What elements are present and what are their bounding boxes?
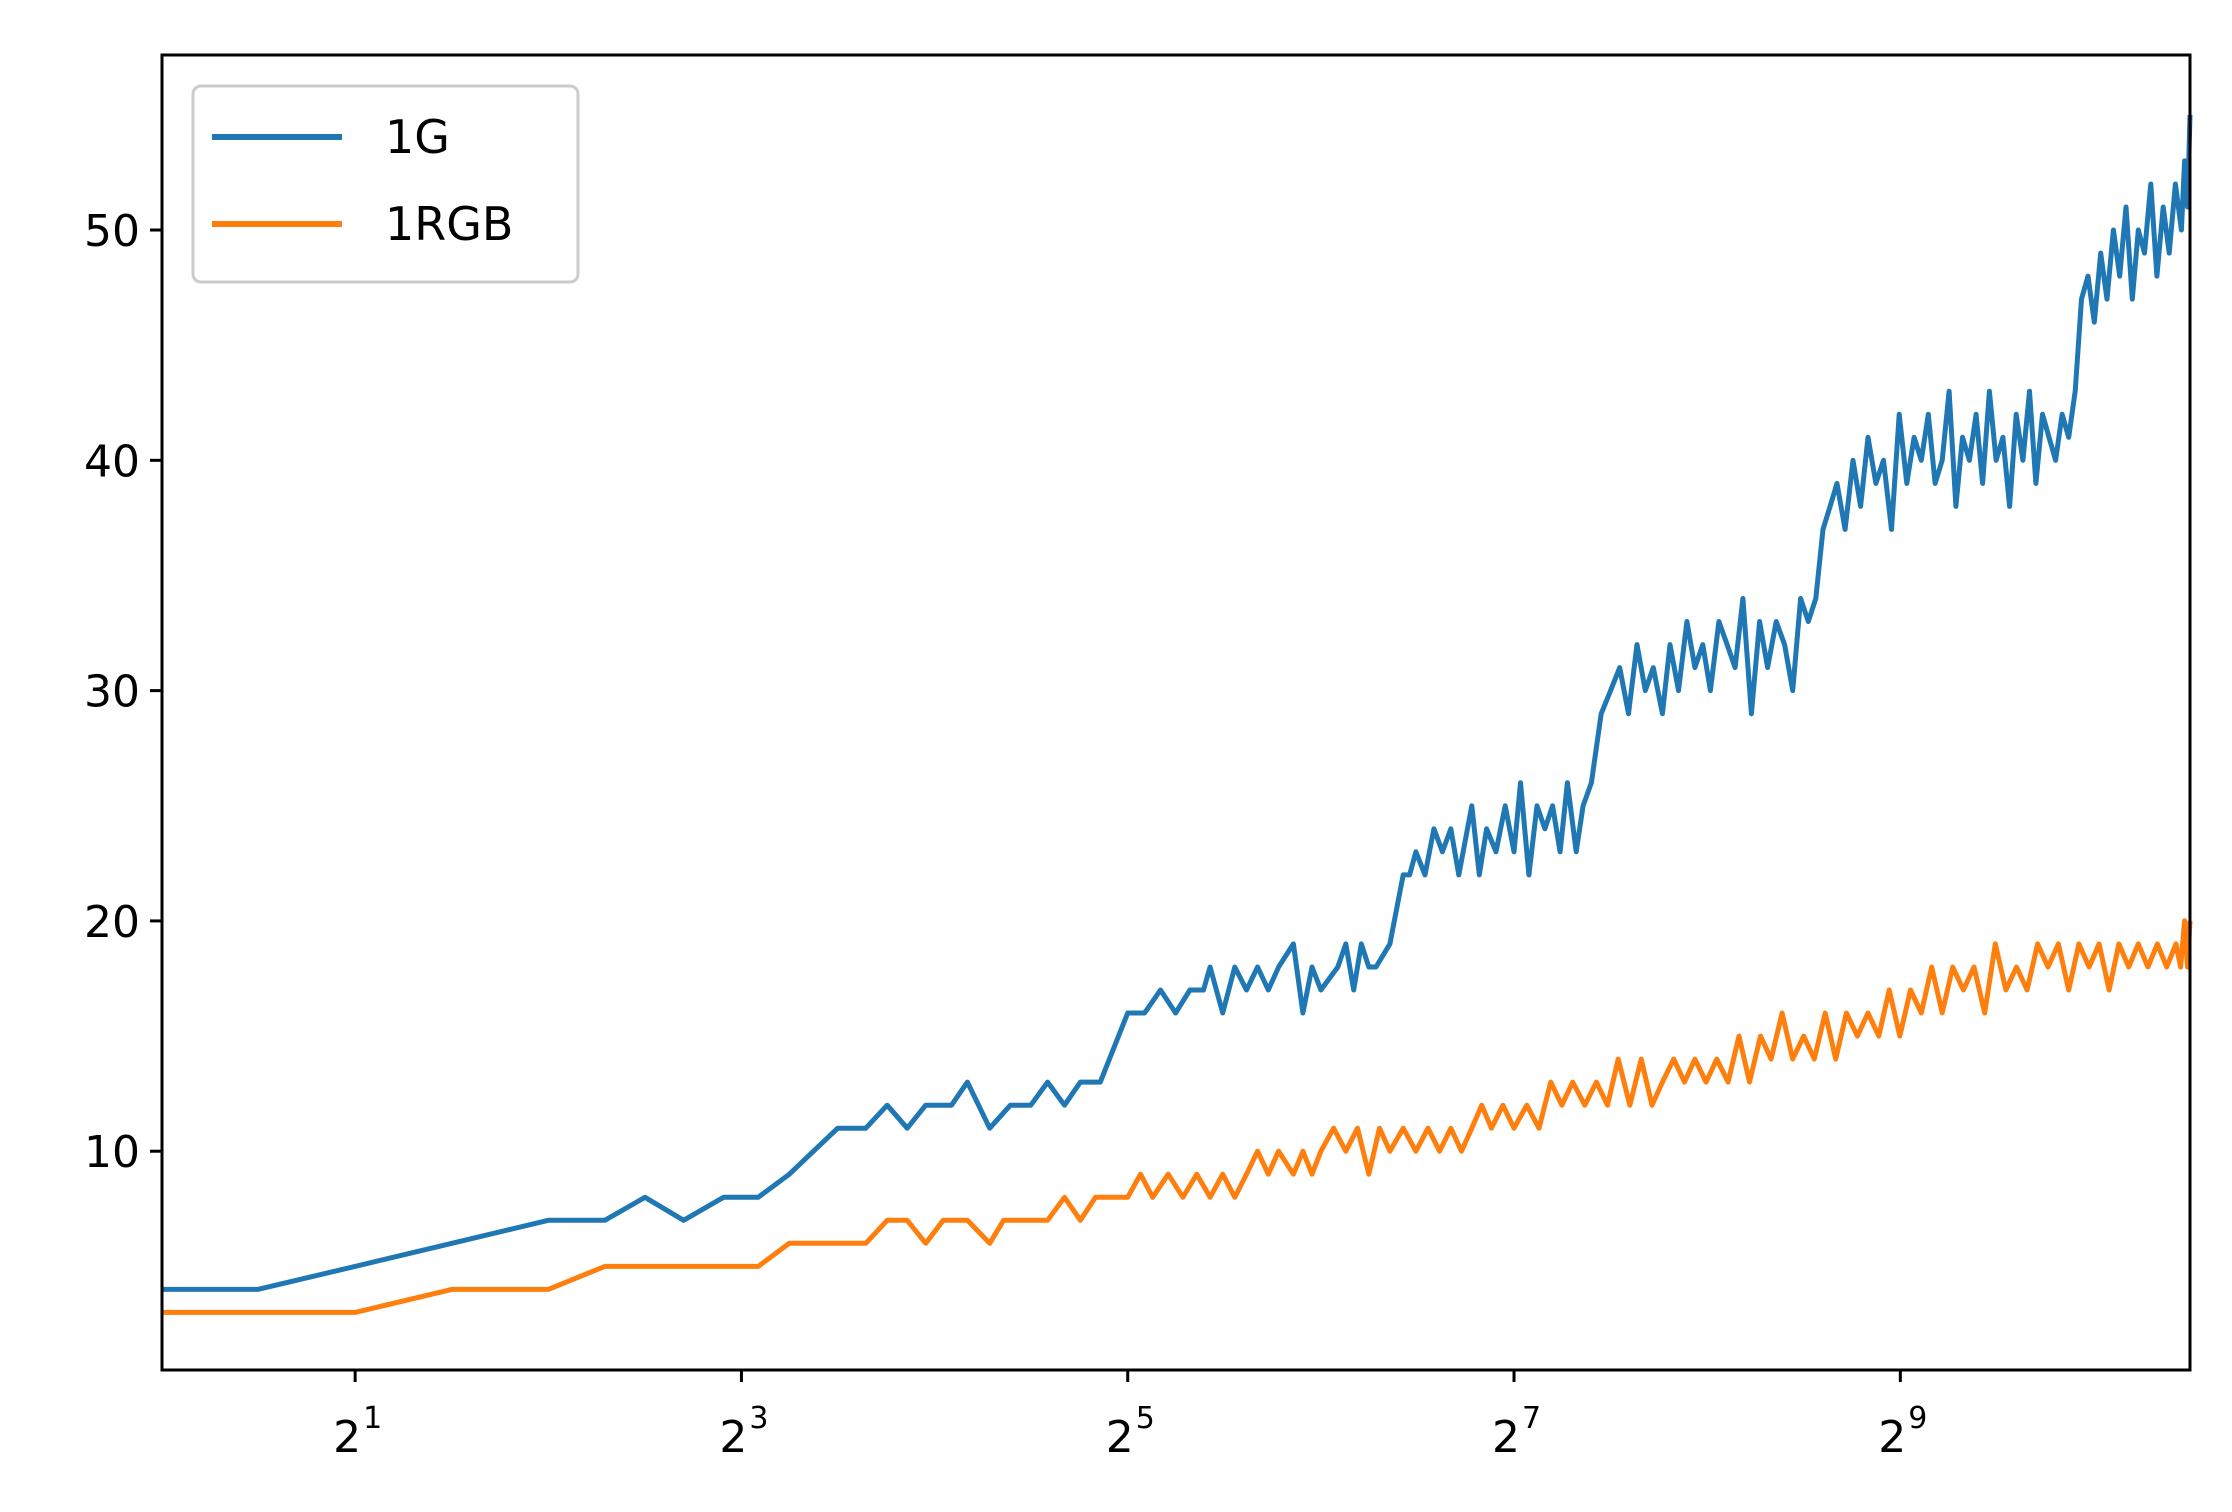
y-tick-label: 40 <box>84 436 140 487</box>
x-tick-label: 2 <box>1878 1412 1906 1463</box>
series-line-1rgb <box>162 918 2193 1315</box>
y-tick-label: 50 <box>84 206 140 257</box>
y-axis: 10 20 30 40 50 <box>84 206 162 1178</box>
x-tick-label: 2 <box>1106 1412 1134 1463</box>
x-tick-exponent: 5 <box>1136 1401 1155 1436</box>
x-tick-exponent: 1 <box>363 1401 382 1436</box>
x-tick-exponent: 7 <box>1522 1401 1541 1436</box>
legend: 1G 1RGB <box>191 84 580 284</box>
legend-label-1g: 1G <box>385 110 450 164</box>
x-tick-exponent: 9 <box>1908 1401 1927 1436</box>
x-tick-exponent: 3 <box>749 1401 768 1436</box>
plot-frame <box>160 53 2192 1372</box>
series-line-1g <box>162 114 2193 1292</box>
y-tick-label: 20 <box>84 897 140 948</box>
series-layer <box>162 114 2193 1315</box>
x-tick-label: 2 <box>333 1412 361 1463</box>
y-tick-label: 10 <box>84 1127 140 1178</box>
legend-label-1rgb: 1RGB <box>385 197 513 251</box>
x-tick-label: 2 <box>1492 1412 1520 1463</box>
y-tick-label: 30 <box>84 667 140 718</box>
x-tick-label: 2 <box>719 1412 747 1463</box>
